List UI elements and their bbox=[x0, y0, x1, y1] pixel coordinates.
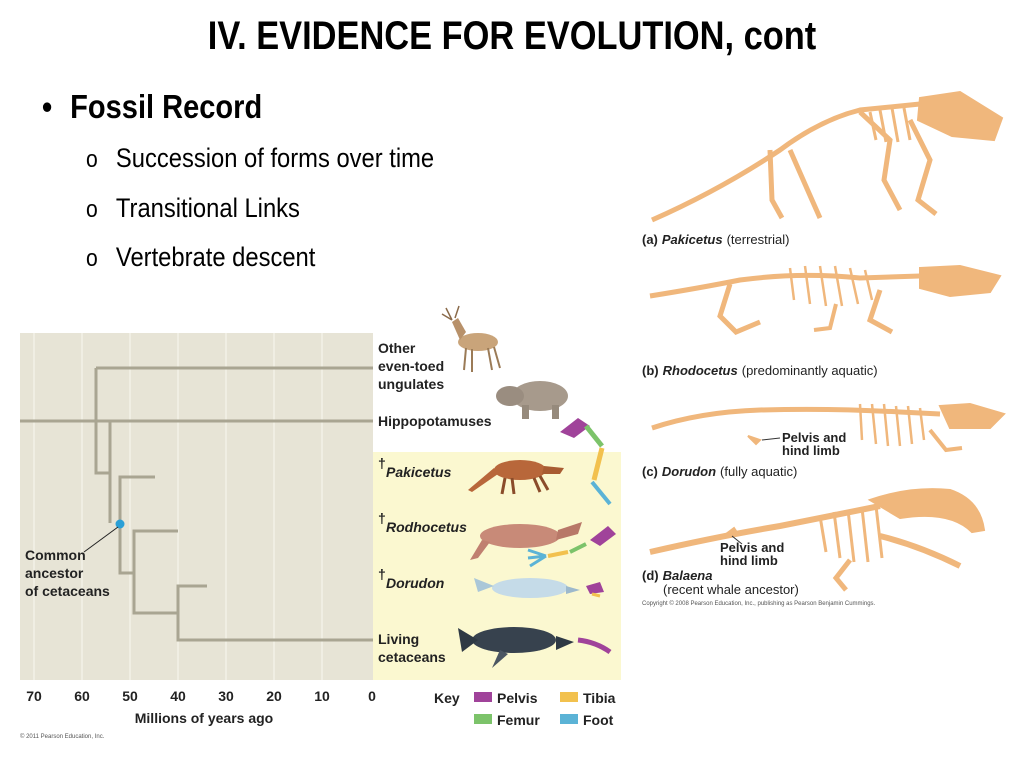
subitem-transitional: o Transitional Links bbox=[86, 193, 300, 224]
caption-d-desc: (recent whale ancestor) bbox=[663, 582, 799, 597]
ancestor-label-3: of cetaceans bbox=[25, 583, 110, 599]
skeleton-copyright: Copyright © 2008 Pearson Education, Inc.… bbox=[642, 600, 876, 607]
pakicetus-leg-bones bbox=[560, 418, 612, 506]
bullet-fossil-record: • Fossil Record bbox=[42, 88, 262, 126]
skeleton-balaena bbox=[649, 488, 986, 592]
tree-branches bbox=[20, 366, 373, 642]
taxon-other-1: Other bbox=[378, 340, 416, 356]
taxon-hippo: Hippopotamuses bbox=[378, 413, 492, 429]
tick-50: 50 bbox=[122, 688, 138, 704]
tick-0: 0 bbox=[368, 688, 376, 704]
ancestor-label-1: Common bbox=[25, 547, 86, 563]
sub-marker: o bbox=[86, 146, 98, 173]
pakicetus-illustration bbox=[468, 460, 564, 495]
key-title: Key bbox=[434, 690, 460, 706]
taxon-dorudon: Dorudon bbox=[386, 575, 444, 591]
caption-d: (d) Balaena bbox=[642, 568, 712, 583]
taxon-living-2: cetaceans bbox=[378, 649, 446, 665]
key-label-femur: Femur bbox=[497, 712, 540, 728]
key-label-tibia: Tibia bbox=[583, 690, 616, 706]
ancestor-pointer bbox=[83, 526, 119, 553]
whale-pelvis-bone bbox=[577, 637, 612, 655]
dagger-pakicetus: † bbox=[378, 455, 386, 471]
tick-70: 70 bbox=[26, 688, 42, 704]
subitem-text: Succession of forms over time bbox=[115, 143, 435, 173]
dorudon-callout-2: hind limb bbox=[782, 443, 840, 458]
sub-marker: o bbox=[86, 196, 98, 223]
key-swatch-pelvis bbox=[474, 692, 492, 702]
tick-20: 20 bbox=[266, 688, 282, 704]
dorudon-illustration bbox=[474, 578, 580, 598]
bullet-marker: • bbox=[42, 88, 53, 125]
tree-copyright: © 2011 Pearson Education, Inc. bbox=[20, 733, 105, 740]
dorudon-callout-line bbox=[761, 437, 781, 441]
caption-a: (a) Pakicetus (terrestrial) bbox=[642, 232, 789, 247]
dorudon-callout-1: Pelvis and bbox=[782, 430, 846, 445]
taxon-other-2: even-toed bbox=[378, 358, 444, 374]
time-axis: 70 60 50 40 30 20 10 0 Millions of years… bbox=[26, 688, 376, 726]
dorudon-leg-bones bbox=[586, 582, 604, 598]
deer-illustration bbox=[441, 305, 501, 372]
whale-illustration bbox=[458, 627, 574, 668]
rodhocetus-leg-bones bbox=[527, 526, 616, 568]
ancestor-node bbox=[115, 519, 125, 529]
taxon-rodhocetus: Rodhocetus bbox=[386, 519, 467, 535]
dagger-rodhocetus: † bbox=[378, 510, 386, 526]
tick-30: 30 bbox=[218, 688, 234, 704]
caption-b: (b) Rhodocetus (predominantly aquatic) bbox=[642, 363, 878, 378]
sub-marker: o bbox=[86, 245, 98, 272]
caption-c: (c) Dorudon (fully aquatic) bbox=[642, 464, 797, 479]
slide-title: IV. EVIDENCE FOR EVOLUTION, cont bbox=[207, 14, 817, 58]
balaena-callout-2: hind limb bbox=[720, 553, 778, 568]
skeleton-dorudon bbox=[651, 402, 1006, 453]
rodhocetus-illustration bbox=[470, 522, 582, 560]
subitem-vertebrate: o Vertebrate descent bbox=[86, 242, 315, 273]
key-label-pelvis: Pelvis bbox=[497, 690, 538, 706]
subitem-succession: o Succession of forms over time bbox=[86, 143, 434, 174]
key-swatch-femur bbox=[474, 714, 492, 724]
taxon-other-3: ungulates bbox=[378, 376, 444, 392]
subitem-text: Transitional Links bbox=[115, 193, 300, 223]
dagger-dorudon: † bbox=[378, 566, 386, 582]
key-swatch-tibia bbox=[560, 692, 578, 702]
key-legend: Key Pelvis Tibia Femur Foot bbox=[434, 690, 616, 728]
tree-panel bbox=[20, 333, 373, 680]
taxon-living-1: Living bbox=[378, 631, 419, 647]
tick-10: 10 bbox=[314, 688, 330, 704]
hippo-illustration bbox=[496, 381, 568, 419]
balaena-callout-1: Pelvis and bbox=[720, 540, 784, 555]
bullet-text: Fossil Record bbox=[70, 88, 263, 125]
key-label-foot: Foot bbox=[583, 712, 614, 728]
skeleton-pakicetus bbox=[650, 90, 1004, 223]
subitem-text: Vertebrate descent bbox=[115, 242, 316, 272]
balaena-callout-line bbox=[731, 535, 743, 545]
key-swatch-foot bbox=[560, 714, 578, 724]
tick-60: 60 bbox=[74, 688, 90, 704]
taxon-pakicetus: Pakicetus bbox=[386, 464, 452, 480]
tick-40: 40 bbox=[170, 688, 186, 704]
ancestor-label-2: ancestor bbox=[25, 565, 84, 581]
axis-label: Millions of years ago bbox=[135, 710, 273, 726]
skeleton-rhodocetus bbox=[649, 264, 1002, 335]
